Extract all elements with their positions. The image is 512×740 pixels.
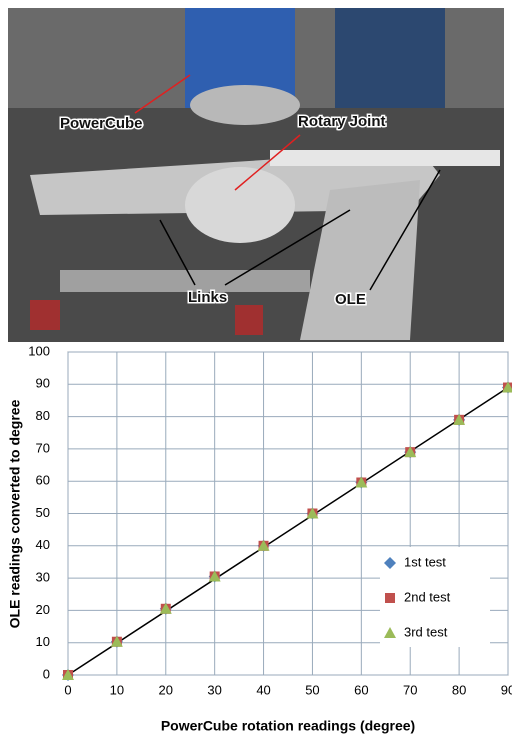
- y-tick-label: 0: [43, 666, 50, 681]
- y-tick-label: 10: [36, 634, 50, 649]
- y-tick-label: 30: [36, 570, 50, 585]
- y-tick-label: 40: [36, 537, 50, 552]
- y-tick-label: 60: [36, 473, 50, 488]
- x-tick-label: 20: [159, 682, 173, 697]
- x-tick-label: 60: [354, 682, 368, 697]
- x-tick-label: 10: [110, 682, 124, 697]
- x-tick-label: 50: [305, 682, 319, 697]
- x-axis-label: PowerCube rotation readings (degree): [161, 718, 415, 734]
- rotary-disk: [185, 167, 295, 243]
- y-tick-label: 70: [36, 440, 50, 455]
- wheel: [235, 305, 263, 335]
- legend-label: 2nd test: [404, 589, 451, 604]
- photo: PowerCube Rotary Joint Links OLE: [8, 8, 504, 342]
- motor: [335, 8, 445, 108]
- y-tick-label: 50: [36, 505, 50, 520]
- legend-label: 1st test: [404, 554, 446, 569]
- x-tick-label: 30: [207, 682, 221, 697]
- y-tick-label: 80: [36, 408, 50, 423]
- photo-label: Links: [188, 289, 227, 306]
- photo-label: PowerCube: [60, 115, 143, 132]
- y-tick-label: 90: [36, 376, 50, 391]
- y-axis-label: OLE readings converted to degree: [7, 399, 23, 628]
- x-tick-label: 80: [452, 682, 466, 697]
- ole-rod: [270, 150, 500, 166]
- legend-marker: [385, 593, 395, 603]
- x-tick-label: 40: [256, 682, 270, 697]
- y-tick-label: 100: [28, 343, 50, 358]
- photo-label: Rotary Joint: [298, 113, 386, 130]
- flange: [190, 85, 300, 125]
- figure: PowerCube Rotary Joint Links OLE OLE rea…: [0, 0, 512, 740]
- legend-label: 3rd test: [404, 624, 448, 639]
- wheel: [30, 300, 60, 330]
- x-tick-label: 0: [64, 682, 71, 697]
- frame: [60, 270, 310, 292]
- x-tick-label: 90: [501, 682, 512, 697]
- y-tick-label: 20: [36, 602, 50, 617]
- x-tick-label: 70: [403, 682, 417, 697]
- photo-label: OLE: [335, 291, 366, 308]
